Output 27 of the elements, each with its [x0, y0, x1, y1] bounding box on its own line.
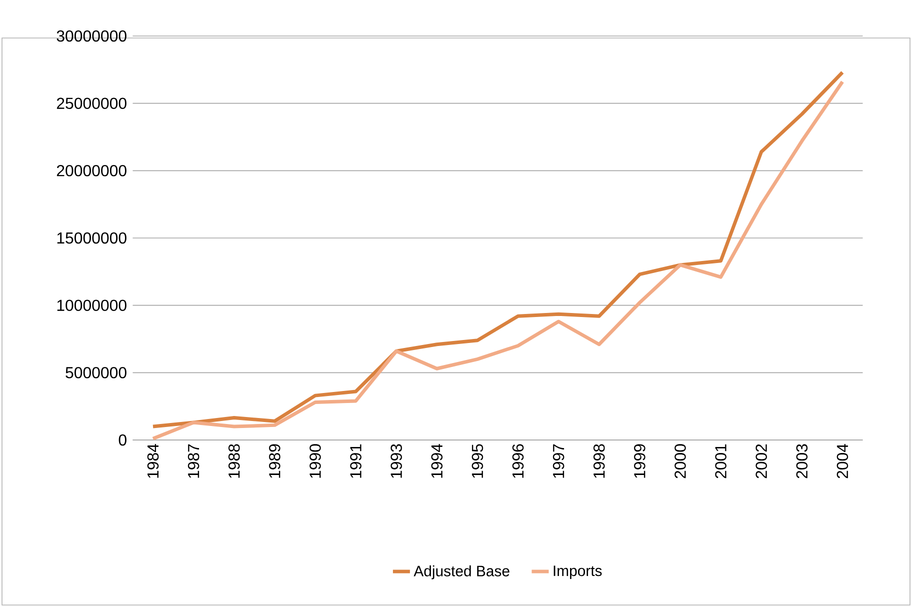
x-tick-label: 2001 [715, 444, 726, 478]
x-tick-label: 1991 [350, 444, 362, 478]
x-tick-label: 1997 [552, 444, 564, 478]
x-tick-label: 1984 [147, 444, 159, 478]
y-tick-label: 0 [118, 434, 126, 446]
legend-label: Imports [554, 566, 602, 580]
y-tick-label: 10000000 [57, 300, 126, 311]
x-tick-label: 2003 [796, 444, 808, 478]
x-tick-label: 1987 [188, 444, 200, 478]
y-tick-label: 25000000 [56, 98, 126, 109]
x-tick-label: 1993 [390, 444, 402, 478]
x-tick-label: 2000 [674, 444, 686, 478]
x-tick-label: 1996 [512, 444, 524, 478]
y-tick-label: 5000000 [66, 367, 126, 378]
x-tick-label: 1999 [634, 444, 646, 478]
x-tick-label: 1990 [310, 444, 321, 478]
y-tick-label: 20000000 [56, 165, 126, 176]
y-tick-label: 15000000 [57, 232, 126, 244]
x-tick-label: 1988 [228, 444, 240, 478]
x-tick-label: 2002 [756, 444, 767, 478]
x-tick-label: 1994 [431, 444, 443, 478]
x-tick-label: 1989 [269, 444, 280, 478]
legend-label: Adjusted Base [414, 565, 510, 580]
y-tick-label: 30000000 [56, 30, 126, 42]
x-tick-label: 2004 [836, 444, 848, 478]
x-tick-label: 1995 [472, 444, 484, 478]
x-tick-label: 1998 [593, 444, 605, 478]
